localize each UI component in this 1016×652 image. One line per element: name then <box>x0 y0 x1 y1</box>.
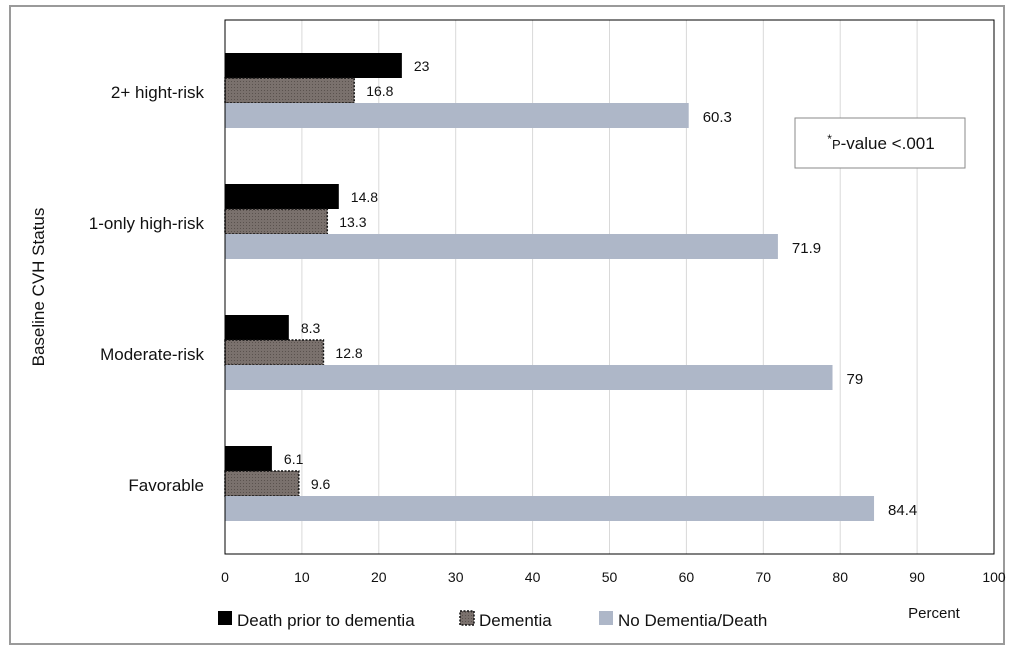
bar-dementia <box>224 208 329 235</box>
legend-swatch <box>218 611 232 625</box>
annotation-border <box>794 117 966 169</box>
x-axis-title: Percent <box>908 605 961 622</box>
bar-no-dementia-death <box>225 496 875 521</box>
value-label: 8.3 <box>301 320 321 336</box>
x-tick-label: 70 <box>756 569 772 585</box>
annotation-body: -value <.001 <box>841 134 935 153</box>
legend-item-death-prior-to-dementia: Death prior to dementia <box>218 611 415 630</box>
bar-no-dementia-death <box>225 234 778 259</box>
bar-death-prior-to-dementia <box>225 53 402 78</box>
annotation-text: *P-value <.001 <box>827 132 934 153</box>
bar-death-prior-to-dementia <box>225 446 272 471</box>
category-label: 2+ hight-risk <box>111 83 205 102</box>
y-axis-title: Baseline CVH Status <box>29 208 48 367</box>
legend-swatch <box>599 611 613 625</box>
legend-item-no-dementia-death: No Dementia/Death <box>599 611 767 630</box>
axes <box>224 19 995 555</box>
bar-no-dementia-death <box>225 365 833 390</box>
bar-dementia <box>224 77 355 104</box>
legend-label: Dementia <box>479 611 552 630</box>
x-tick-label: 30 <box>448 569 464 585</box>
x-tick-label: 80 <box>832 569 848 585</box>
bar-no-dementia-death <box>225 103 689 128</box>
value-label: 13.3 <box>339 214 366 230</box>
bar-dementia <box>224 470 300 497</box>
category-labels: 2+ hight-risk 1-only high-risk Moderate-ri… <box>89 83 205 495</box>
x-tick-label: 40 <box>525 569 541 585</box>
x-tick-label: 0 <box>221 569 229 585</box>
annotation-superscript: * <box>827 132 832 146</box>
value-label: 71.9 <box>792 240 821 257</box>
x-tick-label: 60 <box>679 569 695 585</box>
value-labels: 23 16.8 60.3 14.8 13.3 71.9 8.3 12.8 79 6.1 9.6 84.… <box>284 58 917 519</box>
x-tick-label: 90 <box>909 569 925 585</box>
value-label: 84.4 <box>888 502 917 519</box>
bar-dementia <box>224 339 325 366</box>
bars <box>224 53 875 521</box>
x-tick-label: 100 <box>982 569 1006 585</box>
category-label: 1-only high-risk <box>89 214 205 233</box>
annotation-prefix: P <box>832 137 841 152</box>
category-label: Moderate-risk <box>100 345 204 364</box>
x-tick-labels: 0 10 20 30 40 50 60 70 80 90 100 <box>221 569 1006 585</box>
bar-death-prior-to-dementia <box>225 184 339 209</box>
legend-label: Death prior to dementia <box>237 611 415 630</box>
legend-label: No Dementia/Death <box>618 611 767 630</box>
value-label: 23 <box>414 58 430 74</box>
value-label: 79 <box>847 371 864 388</box>
value-label: 14.8 <box>351 189 378 205</box>
value-label: 16.8 <box>366 83 393 99</box>
x-tick-label: 50 <box>602 569 618 585</box>
legend-swatch <box>459 610 475 626</box>
x-tick-label: 20 <box>371 569 387 585</box>
category-label: Favorable <box>128 476 204 495</box>
bar-death-prior-to-dementia <box>225 315 289 340</box>
annotation-box: *P-value <.001 <box>794 117 966 169</box>
value-label: 9.6 <box>311 476 331 492</box>
legend: Death prior to dementia Dementia No Dement… <box>218 610 767 630</box>
legend-item-dementia: Dementia <box>459 610 552 630</box>
plot-area-border <box>224 19 995 555</box>
x-tick-label: 10 <box>294 569 310 585</box>
value-label: 6.1 <box>284 451 304 467</box>
grid-lines <box>301 20 918 554</box>
value-label: 12.8 <box>335 345 362 361</box>
value-label: 60.3 <box>703 109 732 126</box>
